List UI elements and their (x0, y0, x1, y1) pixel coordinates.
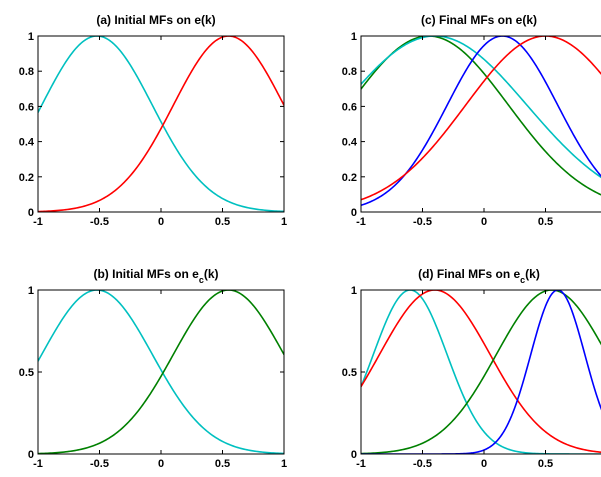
y-tick-label: 0 (28, 449, 34, 461)
series-line-4 (361, 36, 601, 201)
x-tick-label: -1 (356, 458, 366, 470)
series-line-1 (38, 290, 284, 454)
y-tick-label: 0.6 (19, 101, 34, 113)
x-tick-label: -1 (33, 458, 43, 470)
y-tick-label: 0.4 (19, 137, 35, 149)
x-tick-label: -0.5 (413, 216, 432, 228)
y-tick-label: 1 (28, 31, 34, 43)
x-tick-label: 0.5 (215, 216, 230, 228)
series-line-2 (361, 36, 601, 179)
x-tick-label: 1 (281, 216, 287, 228)
x-tick-label: 0 (481, 458, 487, 470)
series-group (38, 36, 284, 212)
y-tick-label: 0 (28, 207, 34, 219)
series-line-2 (361, 290, 601, 453)
series-line-1 (38, 36, 284, 212)
chart-panel-b: -1 -0.5 0 0.5 1 0 0.5 1 (b) Initial MFs on ec(k) (19, 267, 287, 470)
chart-title: (d) Final MFs on ec(k) (418, 267, 540, 285)
y-tick-label: 0.5 (342, 367, 357, 379)
y-tick-label: 0.6 (342, 101, 357, 113)
x-tick-label: 1 (281, 458, 287, 470)
y-tick-label: 0.8 (19, 66, 34, 78)
y-tick-label: 0.2 (19, 172, 34, 184)
y-tick-label: 1 (351, 31, 357, 43)
x-tick-label: -0.5 (90, 216, 109, 228)
x-tick-label: 0 (158, 216, 164, 228)
y-tick-label: 0.2 (342, 172, 357, 184)
chart-title: (c) Final MFs on e(k) (421, 13, 537, 27)
x-tick-label: 0 (158, 458, 164, 470)
series-line-3 (361, 36, 601, 207)
x-tick-label: 0.5 (538, 216, 553, 228)
x-tick-label: 0.5 (215, 458, 230, 470)
series-line-2 (38, 290, 284, 454)
series-group (361, 36, 601, 207)
y-tick-label: 1 (351, 285, 357, 297)
y-tick-label: 0.4 (342, 137, 358, 149)
x-tick-label: 0 (481, 216, 487, 228)
y-tick-label: 1 (28, 285, 34, 297)
chart-title: (b) Initial MFs on ec(k) (93, 267, 218, 285)
x-tick-label: -1 (356, 216, 366, 228)
series-line-2 (38, 36, 284, 212)
chart-title: (a) Initial MFs on e(k) (96, 13, 215, 27)
y-tick-label: 0 (351, 207, 357, 219)
series-line-3 (361, 290, 601, 454)
x-tick-label: -0.5 (90, 458, 109, 470)
y-tick-label: 0.5 (19, 367, 34, 379)
chart-panel-a: -1 -0.5 0 0.5 1 0 0.2 0.4 0.6 0.8 1 (a) Initial MFs… (19, 13, 287, 228)
x-tick-label: -1 (33, 216, 43, 228)
y-tick-label: 0.8 (342, 66, 357, 78)
x-tick-label: -0.5 (413, 458, 432, 470)
y-tick-label: 0 (351, 449, 357, 461)
series-group (38, 290, 284, 454)
x-tick-label: 0.5 (538, 458, 553, 470)
series-line-1 (361, 36, 601, 196)
